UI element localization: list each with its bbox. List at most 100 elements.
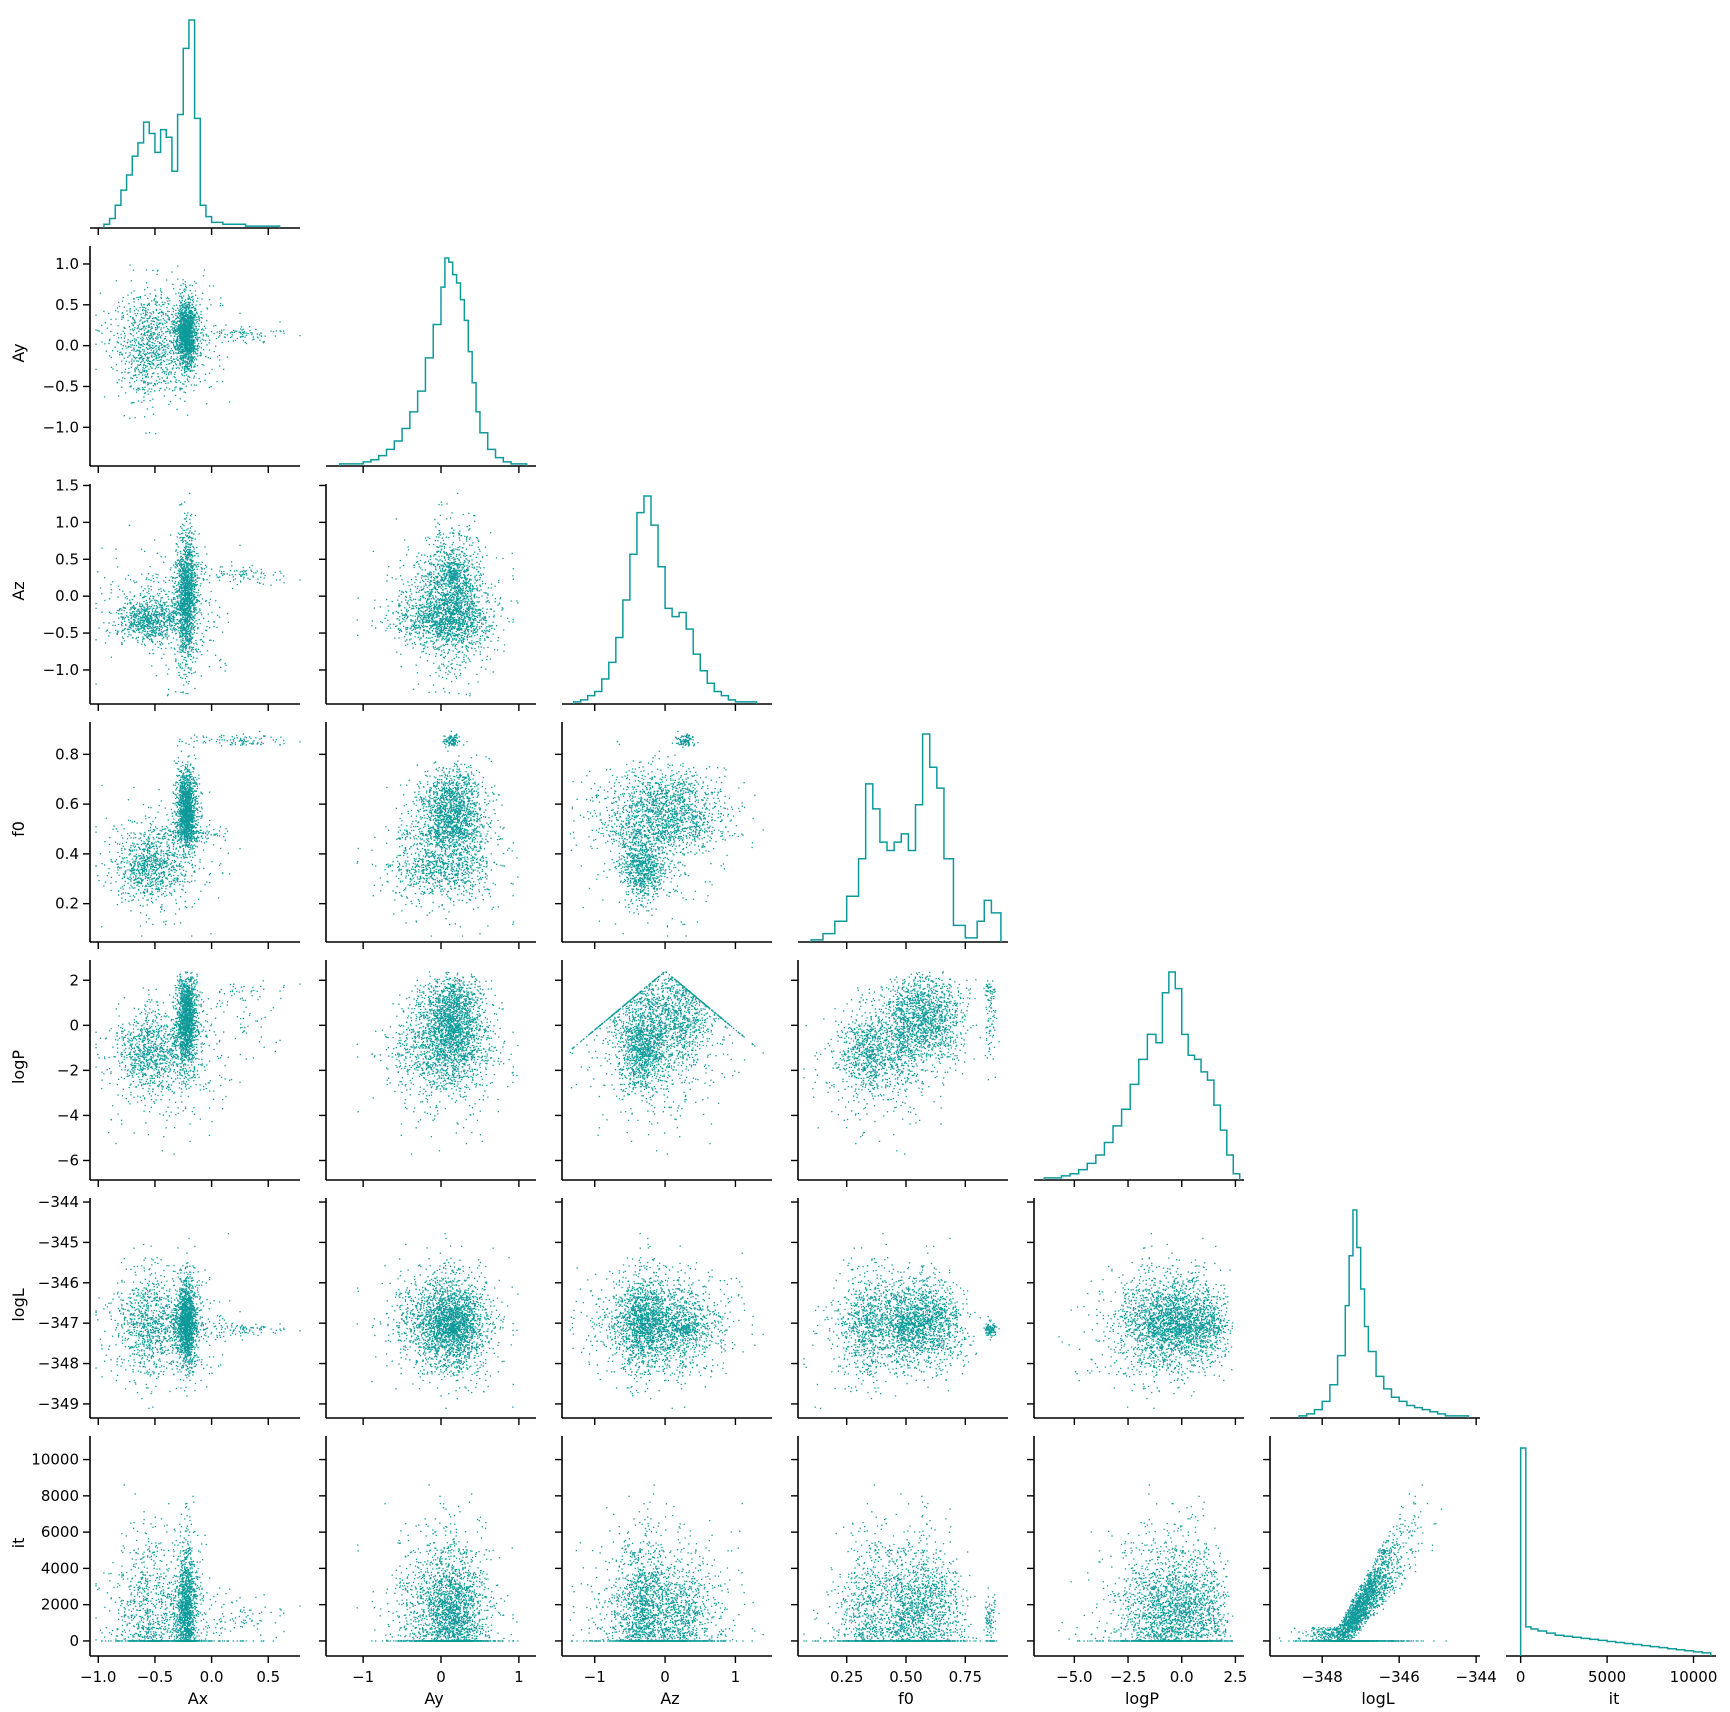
- data-point: [139, 604, 141, 606]
- data-point: [178, 326, 180, 328]
- data-point: [260, 332, 262, 334]
- data-point: [154, 619, 157, 621]
- data-point: [180, 596, 182, 598]
- data-point: [142, 308, 144, 310]
- data-point: [197, 337, 199, 339]
- data-point: [192, 580, 194, 582]
- data-point: [159, 336, 162, 338]
- data-point: [182, 314, 184, 316]
- data-point: [194, 315, 196, 317]
- data-point: [181, 558, 183, 561]
- data-point: [154, 613, 156, 616]
- data-point: [180, 503, 182, 506]
- data-point: [119, 588, 121, 591]
- data-point: [146, 370, 148, 372]
- data-point: [146, 358, 149, 360]
- data-point: [170, 613, 173, 615]
- data-point: [208, 581, 211, 584]
- data-point: [183, 375, 185, 377]
- data-point: [117, 341, 119, 344]
- data-point: [137, 360, 139, 362]
- data-point: [182, 339, 185, 341]
- data-point: [133, 595, 136, 597]
- data-point: [193, 348, 195, 350]
- data-point: [194, 309, 197, 311]
- data-point: [180, 646, 182, 648]
- data-point: [179, 344, 181, 346]
- data-point: [171, 307, 174, 309]
- data-point: [176, 322, 178, 324]
- data-point: [185, 320, 187, 322]
- data-point: [132, 625, 134, 627]
- data-point: [130, 614, 133, 616]
- data-point: [187, 379, 189, 381]
- data-point: [178, 341, 181, 344]
- data-point: [193, 356, 196, 358]
- data-point: [173, 329, 176, 331]
- data-point: [127, 319, 129, 322]
- data-point: [144, 374, 146, 376]
- data-point: [190, 329, 192, 332]
- data-point: [168, 590, 170, 593]
- data-point: [163, 371, 166, 373]
- data-point: [256, 333, 258, 335]
- data-point: [150, 606, 152, 608]
- data-point: [167, 688, 170, 691]
- data-point: [120, 624, 123, 626]
- data-point: [178, 335, 181, 337]
- data-point: [190, 354, 192, 356]
- data-point: [205, 333, 207, 335]
- data-point: [183, 352, 185, 355]
- data-point: [135, 391, 138, 393]
- data-point: [186, 593, 188, 595]
- data-point: [186, 360, 189, 363]
- data-point: [131, 610, 134, 613]
- data-point: [150, 638, 153, 640]
- data-point: [137, 623, 140, 626]
- data-point: [189, 298, 191, 300]
- y-axis-label: Ay: [9, 343, 28, 362]
- data-point: [192, 351, 195, 353]
- data-point: [182, 357, 184, 359]
- data-point: [129, 316, 132, 318]
- data-point: [117, 566, 119, 568]
- data-point: [149, 366, 152, 368]
- data-point: [200, 354, 202, 357]
- data-point: [158, 389, 160, 392]
- data-point: [152, 332, 154, 334]
- data-point: [140, 357, 143, 359]
- data-point: [193, 603, 195, 605]
- data-point: [104, 642, 107, 644]
- data-point: [190, 309, 192, 312]
- data-point: [232, 576, 234, 578]
- data-point: [184, 501, 186, 503]
- data-point: [190, 587, 192, 589]
- data-point: [165, 312, 167, 315]
- data-point: [130, 386, 132, 388]
- data-point: [116, 609, 119, 612]
- data-point: [177, 662, 180, 664]
- data-point: [197, 342, 200, 345]
- data-point: [116, 332, 119, 335]
- data-point: [183, 536, 185, 539]
- data-point: [181, 586, 183, 589]
- data-point: [184, 621, 186, 624]
- data-point: [231, 336, 233, 338]
- data-point: [143, 627, 145, 629]
- data-point: [95, 607, 97, 609]
- data-point: [169, 300, 171, 302]
- data-point: [243, 574, 246, 576]
- data-point: [236, 330, 238, 332]
- y-tick-label: 0.5: [55, 550, 79, 568]
- data-point: [183, 568, 185, 571]
- data-point: [128, 302, 130, 305]
- data-point: [163, 580, 165, 582]
- data-point: [175, 342, 177, 344]
- data-point: [256, 570, 258, 572]
- data-point: [181, 642, 184, 644]
- data-point: [188, 317, 190, 320]
- data-point: [191, 540, 193, 542]
- data-point: [221, 380, 224, 383]
- data-point: [139, 295, 142, 298]
- data-point: [126, 595, 128, 598]
